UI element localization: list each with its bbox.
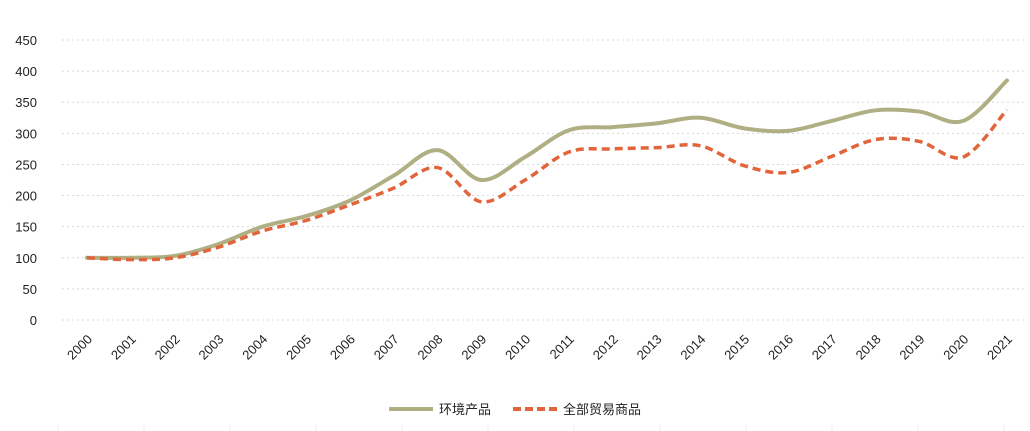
legend-item-all-goods[interactable]: 全部贸易商品 bbox=[513, 399, 641, 418]
legend-label: 全部贸易商品 bbox=[563, 402, 642, 417]
x-tick-label: 2011 bbox=[547, 332, 577, 362]
x-tick-label: 2005 bbox=[283, 332, 314, 363]
x-tick-label: 2013 bbox=[634, 332, 665, 363]
x-tick-label: 2012 bbox=[590, 332, 621, 363]
x-tick-label: 2007 bbox=[371, 332, 402, 363]
series-line-0 bbox=[85, 78, 1009, 260]
y-tick-label: 250 bbox=[15, 157, 37, 172]
x-tick-label: 2009 bbox=[458, 332, 489, 363]
x-tick-label: 2010 bbox=[502, 332, 533, 363]
y-tick-label: 0 bbox=[30, 313, 37, 328]
y-tick-label: 350 bbox=[15, 95, 37, 110]
y-tick-label: 150 bbox=[15, 220, 37, 235]
x-tick-label: 2000 bbox=[64, 332, 95, 363]
y-tick-label: 450 bbox=[15, 33, 37, 48]
x-tick-label: 2020 bbox=[940, 332, 971, 363]
legend-swatch-dashed bbox=[513, 406, 557, 411]
x-tick-label: 2014 bbox=[677, 332, 708, 363]
x-tick-label: 2021 bbox=[984, 332, 1015, 363]
legend-item-env-products[interactable]: 环境产品 bbox=[388, 399, 491, 418]
x-tick-label: 2017 bbox=[809, 332, 840, 363]
x-tick-label: 2018 bbox=[853, 332, 884, 363]
y-tick-label: 200 bbox=[15, 189, 37, 204]
y-tick-label: 50 bbox=[23, 282, 37, 297]
x-tick-label: 2015 bbox=[721, 332, 752, 363]
y-tick-label: 100 bbox=[15, 251, 37, 266]
x-tick-label: 2003 bbox=[195, 332, 226, 363]
x-tick-label: 2002 bbox=[152, 332, 183, 363]
x-tick-label: 2004 bbox=[239, 332, 270, 363]
x-tick-label: 2016 bbox=[765, 332, 796, 363]
y-tick-label: 400 bbox=[15, 64, 37, 79]
legend: 环境产品 全部贸易商品 bbox=[0, 399, 1030, 418]
x-tick-label: 2019 bbox=[896, 332, 927, 363]
x-tick-label: 2008 bbox=[415, 332, 446, 363]
legend-label: 环境产品 bbox=[438, 402, 491, 417]
x-tick-label: 2001 bbox=[108, 332, 139, 363]
legend-swatch-solid bbox=[388, 406, 433, 411]
series-line-1 bbox=[86, 108, 1009, 262]
y-tick-label: 300 bbox=[15, 126, 37, 141]
x-tick-label: 2006 bbox=[327, 332, 358, 363]
